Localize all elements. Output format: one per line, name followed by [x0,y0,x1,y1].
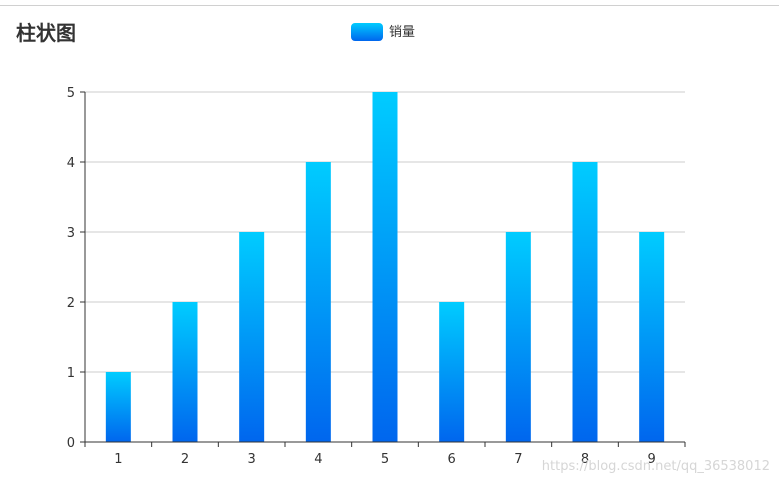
x-tick-label: 1 [114,452,122,467]
y-tick-label: 5 [67,86,75,101]
y-tick-label: 0 [67,436,75,451]
tick-labels: 0 1 2 3 4 5 1 2 3 4 5 6 7 8 9 [67,86,656,467]
x-tick-label: 7 [514,452,522,467]
x-tick-label: 4 [314,452,322,467]
legend-swatch [351,23,383,41]
bar[interactable] [105,372,131,442]
y-tick-label: 3 [67,226,75,241]
bar[interactable] [639,232,665,442]
bar[interactable] [439,302,465,442]
x-tick-label: 5 [381,452,389,467]
bars [105,92,665,442]
bar[interactable] [305,162,331,442]
top-divider [0,5,779,6]
x-tick-label: 2 [181,452,189,467]
x-tick-label: 6 [448,452,456,467]
bar[interactable] [172,302,198,442]
bar[interactable] [505,232,531,442]
axes [80,91,686,447]
watermark: https://blog.csdn.net/qq_36538012 [542,459,770,474]
y-tick-label: 2 [67,296,75,311]
x-tick-label: 3 [248,452,256,467]
legend-label: 销量 [389,25,415,40]
chart-title: 柱状图 [16,21,76,45]
x-tick-label: 9 [648,452,656,467]
y-tick-label: 1 [67,366,75,381]
bar[interactable] [372,92,398,442]
y-tick-label: 4 [67,156,75,171]
legend[interactable]: 销量 [351,23,415,41]
bar[interactable] [239,232,265,442]
bar[interactable] [572,162,598,442]
x-tick-label: 8 [581,452,589,467]
